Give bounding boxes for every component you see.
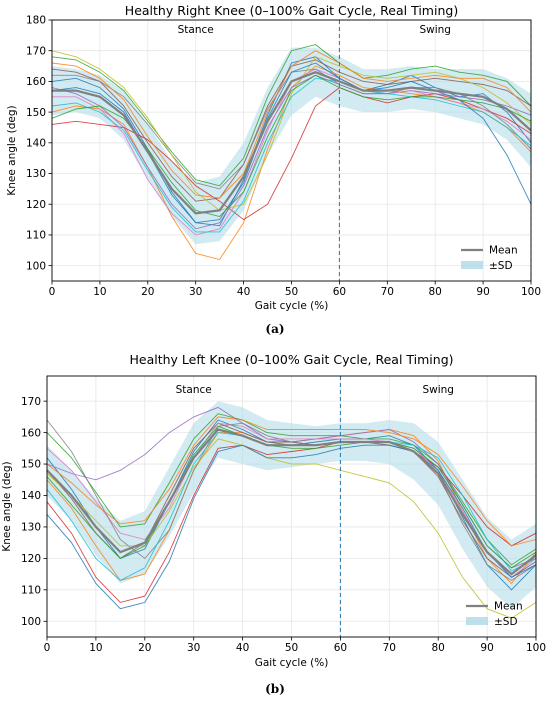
mean-line (46, 428, 537, 576)
x-tick-label: 90 (480, 642, 493, 654)
x-tick-label: 60 (334, 642, 347, 654)
x-tick-label: 20 (141, 286, 154, 298)
x-tick-label: 10 (89, 642, 102, 654)
series-line (51, 50, 532, 199)
series-line (51, 87, 532, 221)
y-tick-label: 160 (21, 427, 41, 439)
x-axis-label: Gait cycle (%) (255, 300, 329, 312)
legend-sd-label: ±SD (489, 260, 513, 272)
x-tick-label: 30 (189, 286, 202, 298)
chart-a: 0 10 20 30 40 50 60 70 80 90 100 100 110 120 130 140 150… (6, 3, 541, 336)
annotation-stance: Stance (178, 24, 214, 36)
annotation-swing: Swing (419, 24, 451, 36)
chart-title: Healthy Left Knee (0–100% Gait Cycle, Re… (130, 352, 454, 367)
series-line (46, 422, 537, 578)
series-line (46, 416, 537, 547)
x-tick-label: 50 (285, 642, 298, 654)
series-line (46, 441, 537, 603)
legend-mean-label: Mean (489, 245, 518, 257)
x-tick-label: 0 (44, 642, 51, 654)
x-tick-label: 40 (237, 286, 250, 298)
y-tick-label: 100 (26, 260, 46, 272)
y-tick-label: 130 (26, 168, 46, 180)
x-tick-label: 100 (521, 286, 541, 298)
x-tick-label: 70 (381, 286, 394, 298)
x-tick-label: 40 (236, 642, 249, 654)
y-tick-label: 150 (21, 459, 41, 471)
x-tick-label: 80 (432, 642, 445, 654)
y-tick-label: 170 (21, 396, 41, 408)
y-axis-label: Knee angle (deg) (1, 461, 13, 551)
y-tick-label: 120 (26, 199, 46, 211)
legend-sd-swatch (466, 617, 488, 625)
legend-sd-label: ±SD (494, 616, 518, 628)
series-line (51, 74, 532, 230)
x-tick-label: 30 (187, 642, 200, 654)
chart-title: Healthy Right Knee (0–100% Gait Cycle, R… (125, 3, 458, 18)
chart-b: 0 10 20 30 40 50 60 70 80 90 100 100 110 120 130 140 150… (1, 352, 546, 696)
x-tick-label: 10 (93, 286, 106, 298)
y-tick-label: 180 (26, 15, 46, 27)
y-tick-label: 130 (21, 522, 41, 534)
mean-line (52, 71, 532, 215)
x-axis-label: Gait cycle (%) (255, 657, 329, 669)
figure-caption: (b) (265, 682, 285, 696)
y-tick-label: 120 (21, 553, 41, 565)
series-line (51, 44, 532, 187)
y-tick-label: 100 (21, 616, 41, 628)
annotation-stance: Stance (176, 384, 212, 396)
sd-band (47, 401, 536, 609)
y-tick-label: 170 (26, 45, 46, 57)
x-tick-label: 60 (333, 286, 346, 298)
x-tick-label: 100 (526, 642, 546, 654)
y-tick-label: 160 (26, 76, 46, 88)
legend-mean-label: Mean (494, 601, 523, 613)
y-tick-label: 140 (21, 490, 41, 502)
figure-caption: (a) (265, 322, 284, 336)
series-line (46, 425, 537, 569)
y-axis-label: Knee angle (deg) (6, 105, 18, 195)
y-tick-label: 110 (21, 585, 41, 597)
series-line (51, 77, 532, 233)
y-tick-label: 110 (26, 230, 46, 242)
series-line (46, 438, 537, 619)
series-line (51, 62, 532, 224)
x-tick-label: 70 (383, 642, 396, 654)
x-tick-label: 80 (429, 286, 442, 298)
x-tick-label: 20 (138, 642, 151, 654)
series-line (51, 50, 532, 211)
series-line (46, 413, 537, 566)
x-tick-label: 0 (49, 286, 56, 298)
x-tick-label: 90 (476, 286, 489, 298)
y-tick-label: 140 (26, 138, 46, 150)
legend-sd-swatch (461, 261, 483, 269)
y-tick-label: 150 (26, 107, 46, 119)
series-line (46, 444, 537, 610)
x-tick-label: 50 (285, 286, 298, 298)
annotation-swing: Swing (422, 384, 454, 396)
